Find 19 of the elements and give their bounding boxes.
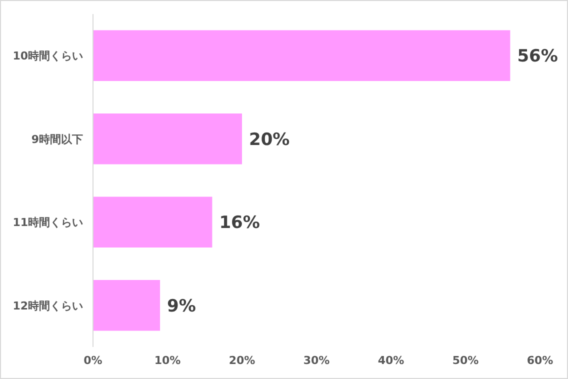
data-label: 20% bbox=[249, 130, 290, 150]
x-tick-label: 20% bbox=[228, 354, 256, 367]
x-tick-label: 50% bbox=[452, 354, 479, 367]
data-label: 9% bbox=[167, 296, 196, 316]
x-tick-label: 60% bbox=[526, 354, 554, 367]
x-tick-label: 0% bbox=[84, 354, 102, 367]
y-tick-label: 10時間くらい bbox=[12, 50, 83, 63]
bar bbox=[93, 113, 242, 164]
y-tick-label: 12時間くらい bbox=[12, 299, 83, 312]
data-label: 56% bbox=[517, 46, 558, 67]
x-tick-label: 10% bbox=[154, 354, 181, 367]
bar bbox=[93, 280, 160, 331]
data-label: 16% bbox=[219, 213, 260, 234]
bar bbox=[93, 30, 510, 82]
y-tick-label: 9時間以下 bbox=[31, 132, 83, 146]
x-tick-label: 40% bbox=[378, 354, 404, 367]
x-tick-label: 30% bbox=[303, 354, 330, 367]
y-tick-label: 11時間くらい bbox=[12, 216, 83, 230]
bar bbox=[93, 196, 212, 248]
